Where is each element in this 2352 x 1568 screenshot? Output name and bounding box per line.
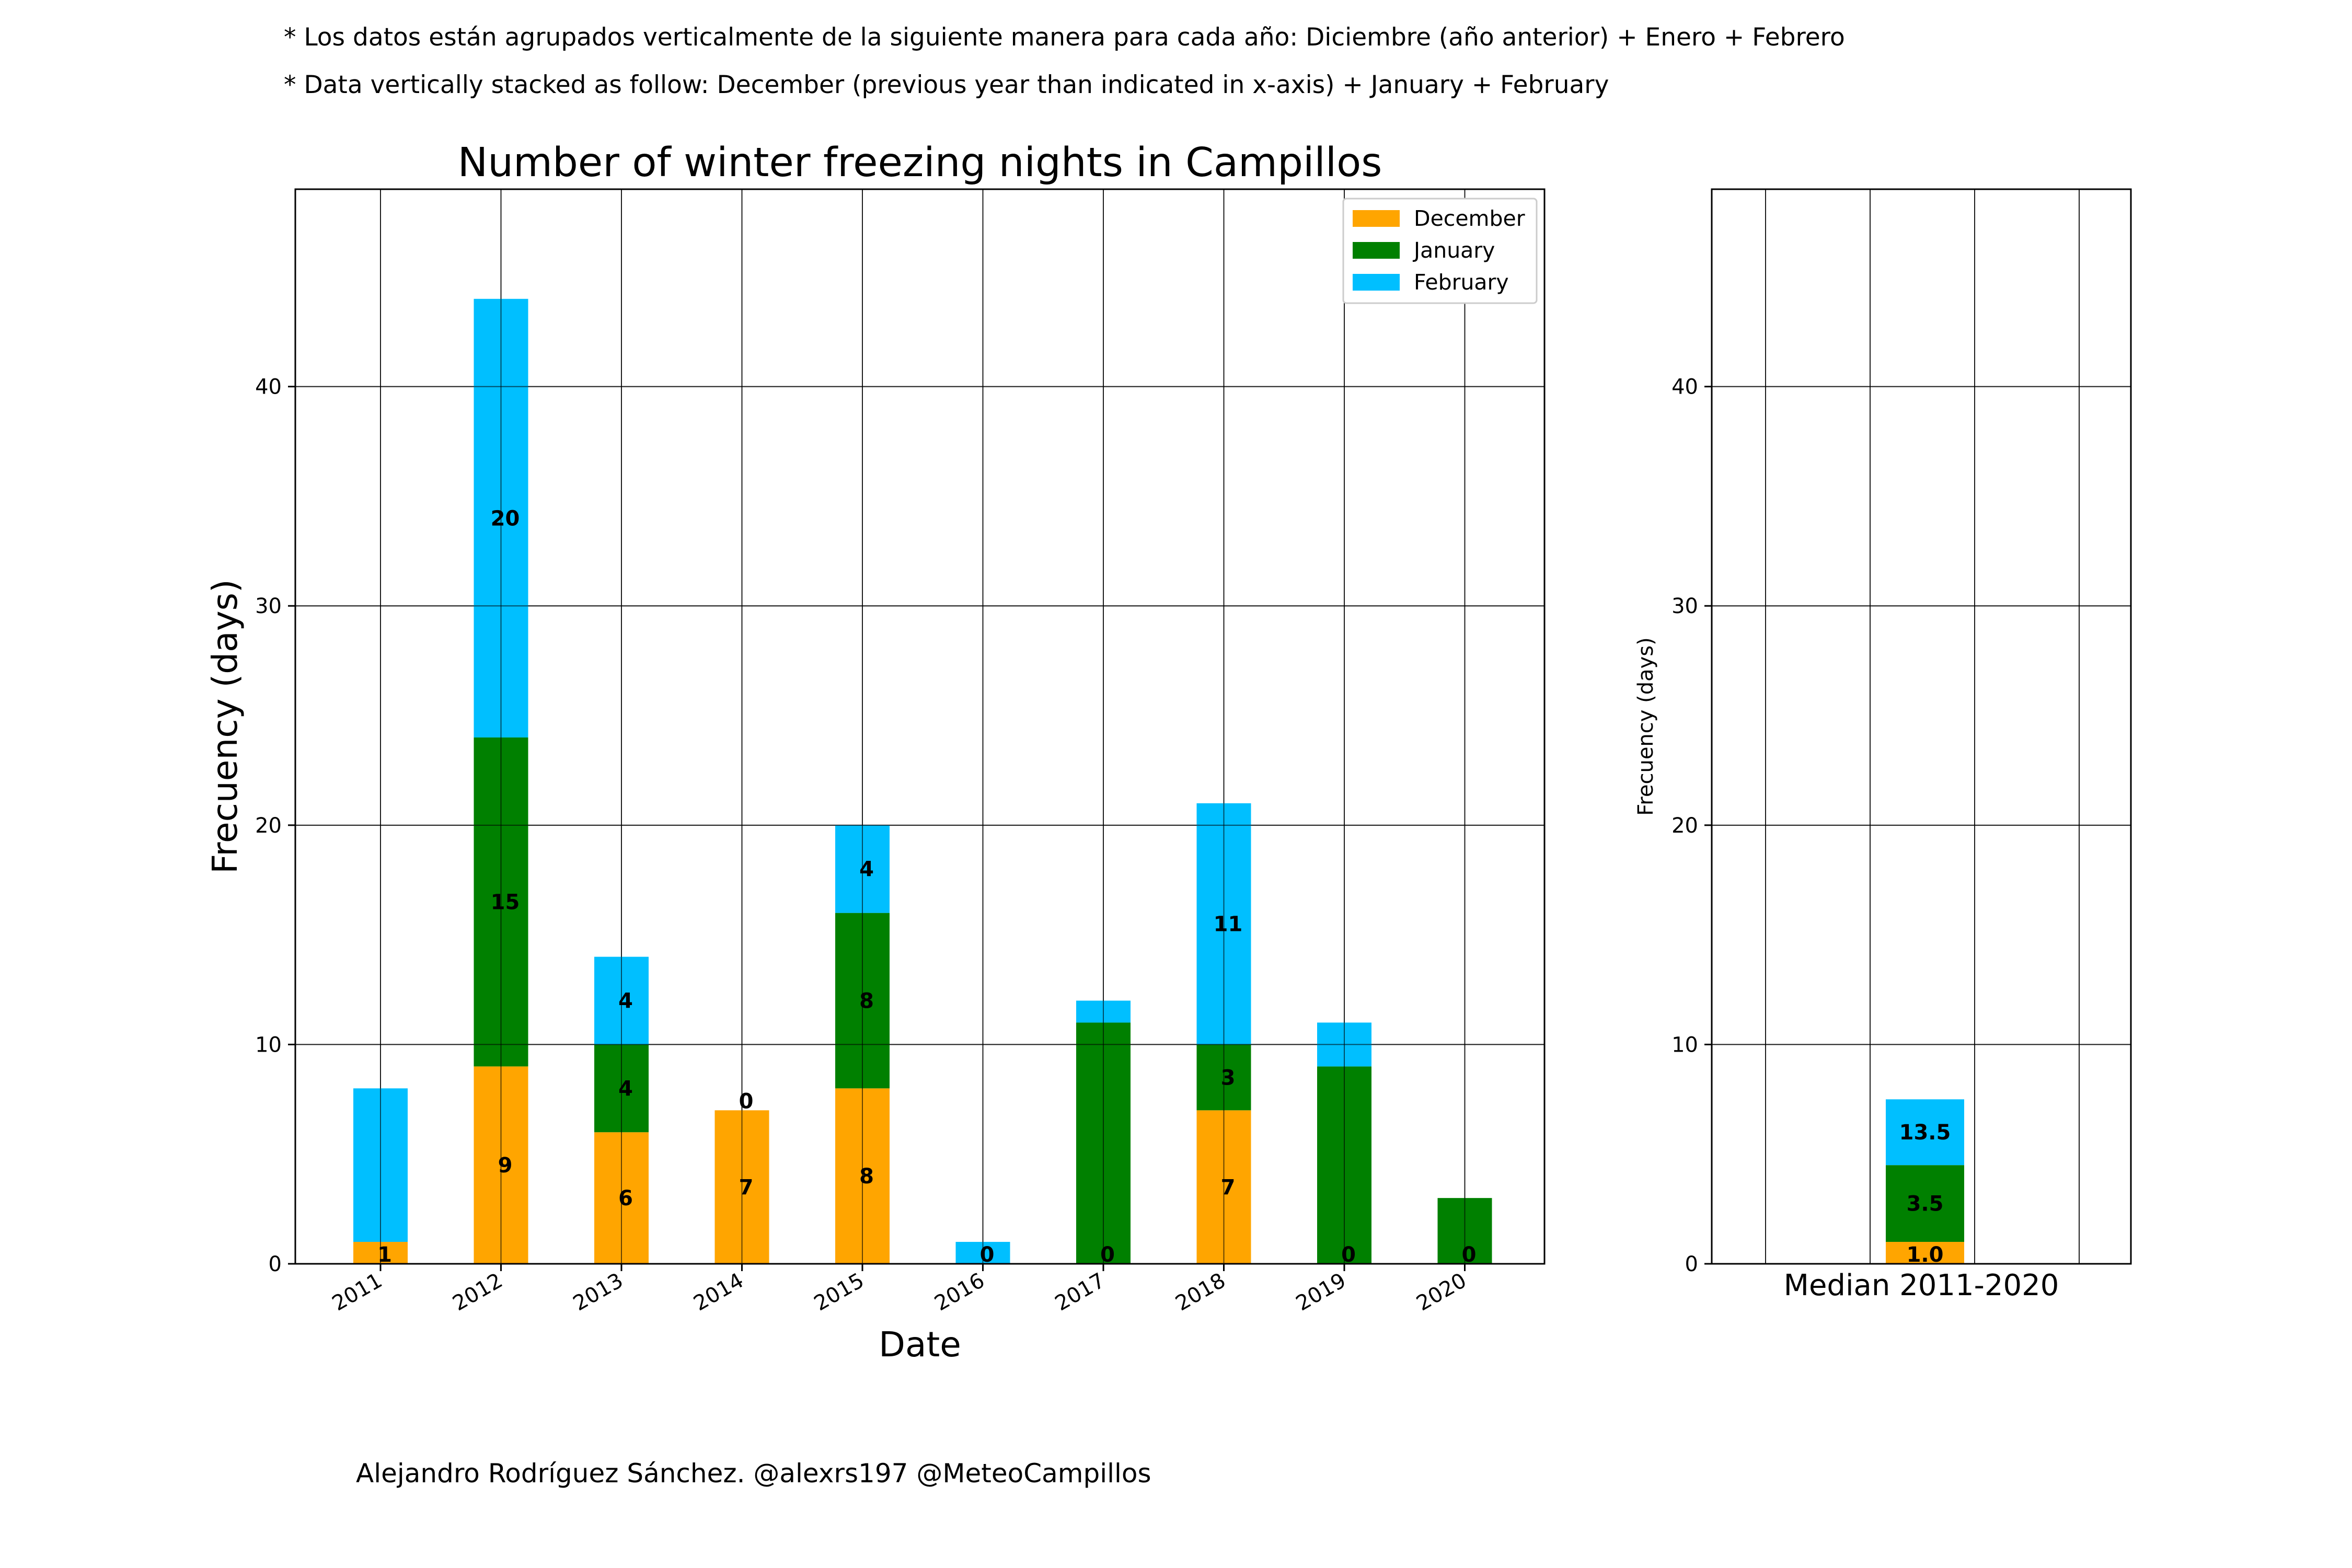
y-tick-label: 40 (255, 375, 282, 399)
y-tick-label: 30 (1671, 594, 1698, 618)
y-tick-label: 0 (1685, 1252, 1698, 1276)
x-tick-label: 2013 (569, 1269, 627, 1316)
legend-label-february: February (1414, 270, 1509, 295)
data-label: 1.0 (1907, 1243, 1944, 1267)
chart-title: Number of winter freezing nights in Camp… (458, 140, 1382, 186)
x-tick-label: 2016 (930, 1269, 988, 1316)
data-label: 0 (1100, 1243, 1115, 1267)
data-label: 3 (1221, 1066, 1236, 1090)
legend-label-december: December (1414, 206, 1525, 231)
y-axis-label: Frecuency (days) (205, 579, 245, 874)
plot-frame (294, 188, 1546, 1265)
x-tick-label: 2019 (1292, 1269, 1350, 1316)
y-axis-label: Frecuency (days) (1634, 637, 1658, 816)
data-label: 6 (618, 1186, 633, 1210)
data-label: 7 (739, 1175, 754, 1200)
median-chart: 0 10 20 30 40 1.0 3.5 13.5 Median 2011-2020 Frecu… (1634, 188, 2132, 1302)
data-label: 4 (618, 989, 633, 1013)
x-axis-label: Date (879, 1324, 961, 1365)
data-label: 4 (859, 858, 874, 882)
data-label: 20 (491, 506, 520, 531)
data-label: 0 (1341, 1243, 1356, 1267)
legend-swatch-december (1353, 210, 1400, 227)
data-label: 11 (1214, 913, 1243, 937)
x-tick-label: 2015 (810, 1269, 868, 1316)
data-label: 1 (377, 1243, 392, 1267)
x-tick-label: 2017 (1051, 1269, 1109, 1316)
data-label: 9 (498, 1154, 513, 1178)
data-label: 4 (618, 1077, 633, 1101)
data-label: 8 (859, 989, 874, 1013)
legend-swatch-january (1353, 242, 1400, 259)
author-credit: Alejandro Rodríguez Sánchez. @alexrs197 … (356, 1458, 1151, 1489)
data-label: 15 (491, 891, 520, 915)
y-tick-label: 0 (269, 1252, 282, 1276)
plot-frame (1711, 188, 2132, 1265)
y-tick-label: 10 (1671, 1033, 1698, 1057)
data-label: 0 (980, 1243, 995, 1267)
y-tick-label: 10 (255, 1033, 282, 1057)
data-label: 3.5 (1907, 1192, 1944, 1216)
y-tick-label: 40 (1671, 375, 1698, 399)
y-tick-label: 20 (255, 814, 282, 838)
bar-february (1886, 1099, 1964, 1166)
x-tick-label: 2011 (328, 1269, 386, 1316)
note-english: * Data vertically stacked as follow: Dec… (284, 71, 1609, 99)
x-tick-label: 2014 (689, 1269, 747, 1316)
legend-swatch-february (1353, 274, 1400, 291)
y-tick-label: 20 (1671, 814, 1698, 838)
data-label: 0 (739, 1089, 754, 1113)
x-tick-label: 2012 (448, 1269, 506, 1316)
data-label: 8 (859, 1165, 874, 1189)
data-label: 7 (1221, 1175, 1236, 1200)
data-label: 13.5 (1899, 1121, 1951, 1145)
bar-december (1886, 1242, 1964, 1264)
note-spanish: * Los datos están agrupados verticalment… (284, 23, 1845, 52)
x-tick-label: 2018 (1171, 1269, 1229, 1316)
y-tick-label: 30 (255, 594, 282, 618)
bar-january (1886, 1165, 1964, 1242)
data-label: 0 (1462, 1243, 1477, 1267)
x-axis-label: Median 2011-2020 (1784, 1269, 2059, 1302)
legend-label-january: January (1412, 238, 1495, 263)
x-tick-label: 2020 (1412, 1269, 1470, 1316)
